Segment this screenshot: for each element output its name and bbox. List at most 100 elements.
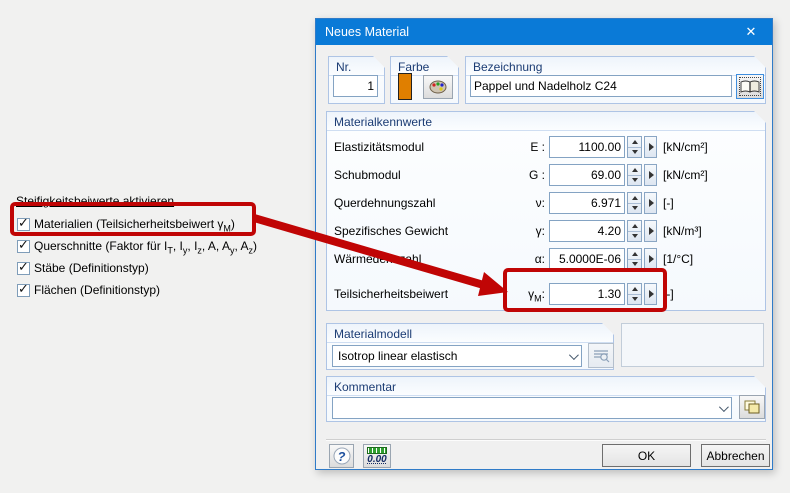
comment-combobox[interactable] [332, 397, 732, 419]
material-library-button[interactable] [736, 74, 764, 99]
detail-arrow-button[interactable] [644, 248, 657, 270]
spinner[interactable] [627, 136, 642, 158]
row-symbol: γ: [535, 224, 545, 238]
checkbox-icon[interactable]: ✓ [17, 258, 30, 275]
spin-up-icon[interactable] [628, 249, 641, 260]
kommentar-title: Kommentar [334, 380, 397, 394]
checkbox-label: Stäbe (Definitionstyp) [34, 261, 149, 275]
check-icon: ✓ [18, 258, 29, 274]
checkbox-staebe[interactable]: ✓ Stäbe (Definitionstyp) [17, 258, 149, 275]
farbe-label: Farbe [398, 60, 430, 74]
value-input[interactable] [549, 248, 625, 270]
ruler-icon [367, 447, 387, 454]
checkbox-flaechen[interactable]: ✓ Flächen (Definitionstyp) [17, 280, 160, 297]
check-icon: ✓ [18, 214, 29, 230]
checkbox-querschnitte[interactable]: ✓ Querschnitte (Faktor für IT, Iy, Iz, A… [17, 236, 257, 256]
row-label: Schubmodul [334, 168, 401, 182]
row-label: Teilsicherheitsbeiwert [334, 287, 449, 301]
row-unit: [-] [663, 196, 674, 210]
value-input[interactable] [549, 192, 625, 214]
checkbox-materialien[interactable]: ✓ Materialien (Teilsicherheitsbeiwert γM… [17, 214, 235, 234]
row-unit: [1/°C] [663, 252, 694, 266]
row-unit: [kN/cm²] [663, 140, 708, 154]
row-teilsicherheitsbeiwert: Teilsicherheitsbeiwert γM: [-] [327, 283, 765, 305]
dialog-titlebar[interactable]: Neues Material ✕ [316, 19, 772, 45]
row-label: Spezifisches Gewicht [334, 224, 449, 238]
value-input[interactable] [549, 283, 625, 305]
group-header [327, 324, 613, 343]
material-number-input[interactable] [333, 75, 378, 97]
help-button[interactable]: ? [329, 444, 354, 468]
spin-down-icon[interactable] [628, 295, 641, 305]
spin-down-icon[interactable] [628, 260, 641, 270]
row-label: Wärmedehnzahl [334, 252, 422, 266]
comment-templates-button[interactable] [739, 395, 765, 419]
detail-arrow-button[interactable] [644, 283, 657, 305]
spinner[interactable] [627, 283, 642, 305]
spinner[interactable] [627, 164, 642, 186]
row-elastizitaetsmodul: Elastizitätsmodul E : [kN/cm²] [327, 136, 765, 158]
row-symbol: E : [530, 140, 545, 154]
value-input[interactable] [549, 164, 625, 186]
row-symbol: ν: [535, 196, 545, 210]
row-symbol: γM: [528, 287, 545, 304]
color-palette-button[interactable] [423, 75, 453, 99]
neues-material-dialog: Neues Material ✕ Nr. Farbe Bezeichnung [315, 18, 773, 470]
checkbox-icon[interactable]: ✓ [17, 236, 30, 253]
spin-down-icon[interactable] [628, 204, 641, 214]
group-kommentar: Kommentar [326, 376, 766, 422]
detail-arrow-button[interactable] [644, 220, 657, 242]
group-header [327, 112, 765, 131]
spin-up-icon[interactable] [628, 137, 641, 148]
chevron-down-icon [569, 350, 579, 360]
material-model-selected: Isotrop linear elastisch [338, 349, 458, 363]
row-symbol: G : [528, 168, 545, 182]
spin-down-icon[interactable] [628, 148, 641, 158]
dialog-title: Neues Material [325, 25, 410, 39]
spinner[interactable] [627, 248, 642, 270]
detail-arrow-button[interactable] [644, 192, 657, 214]
spin-up-icon[interactable] [628, 221, 641, 232]
row-unit: [-] [663, 287, 674, 301]
spinner[interactable] [627, 220, 642, 242]
model-details-button[interactable] [588, 343, 614, 368]
units-label: 0.00 [367, 454, 387, 465]
checkbox-icon[interactable]: ✓ [17, 280, 30, 297]
value-input[interactable] [549, 220, 625, 242]
check-icon: ✓ [18, 280, 29, 296]
row-label: Querdehnungszahl [334, 196, 436, 210]
description-input[interactable] [470, 75, 732, 97]
check-icon: ✓ [18, 236, 29, 252]
book-icon [740, 80, 760, 93]
spinner[interactable] [627, 192, 642, 214]
checkbox-label: Materialien (Teilsicherheitsbeiwert γM) [34, 217, 235, 234]
spin-up-icon[interactable] [628, 193, 641, 204]
help-glyph: ? [337, 448, 346, 464]
detail-arrow-button[interactable] [644, 136, 657, 158]
color-swatch[interactable] [398, 73, 412, 100]
material-model-dropdown[interactable]: Isotrop linear elastisch [332, 345, 582, 367]
group-materialmodell: Materialmodell Isotrop linear elastisch [326, 323, 614, 370]
units-decimals-button[interactable]: 0.00 [363, 444, 391, 468]
row-unit: [kN/cm²] [663, 168, 708, 182]
row-schubmodul: Schubmodul G : [kN/cm²] [327, 164, 765, 186]
checkbox-label: Querschnitte (Faktor für IT, Iy, Iz, A, … [34, 239, 257, 256]
palette-icon [429, 80, 447, 94]
row-spezifisches-gewicht: Spezifisches Gewicht γ: [kN/m³] [327, 220, 765, 242]
value-input[interactable] [549, 136, 625, 158]
detail-arrow-button[interactable] [644, 164, 657, 186]
materialmodell-title: Materialmodell [334, 327, 413, 341]
ok-button[interactable]: OK [602, 444, 691, 467]
checkbox-icon[interactable]: ✓ [17, 214, 30, 231]
nr-label: Nr. [336, 60, 352, 74]
row-unit: [kN/m³] [663, 224, 702, 238]
bezeichnung-label: Bezeichnung [473, 60, 543, 74]
spin-up-icon[interactable] [628, 284, 641, 295]
spin-down-icon[interactable] [628, 232, 641, 242]
close-icon[interactable]: ✕ [745, 24, 757, 39]
spin-up-icon[interactable] [628, 165, 641, 176]
cancel-button[interactable]: Abbrechen [701, 444, 770, 467]
spin-down-icon[interactable] [628, 176, 641, 186]
footer-separator [326, 439, 766, 441]
